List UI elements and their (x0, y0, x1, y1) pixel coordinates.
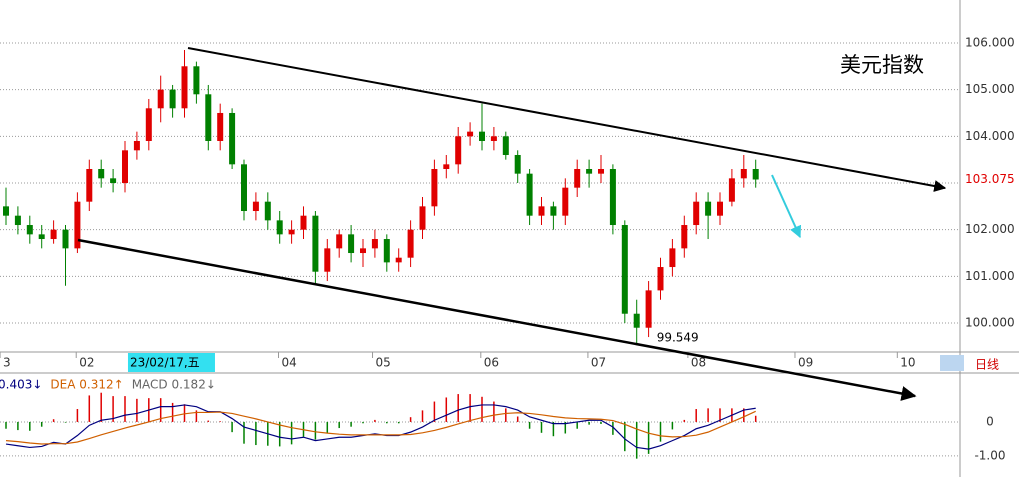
candle-body (312, 215, 319, 272)
candle-body (241, 164, 247, 212)
trend-line (77, 238, 917, 401)
candle-body (98, 168, 105, 179)
candle-body (181, 66, 188, 109)
candle-body (693, 201, 700, 226)
cursor-label-bg (127, 353, 215, 372)
candle-body (717, 201, 723, 216)
x-tick-label: 08 (691, 356, 706, 370)
candle-body (657, 267, 664, 291)
candle-body (300, 215, 307, 230)
candle-body (574, 168, 581, 188)
legend-entry: DEA 0.312↑ (50, 378, 123, 392)
candle-body (14, 215, 21, 226)
candle-body (383, 239, 390, 263)
candle-body (252, 201, 259, 212)
candle-body (157, 89, 164, 109)
x-tick-label: 3 (3, 356, 11, 370)
candle-body (62, 229, 69, 249)
x-tick-label: 10 (900, 356, 915, 370)
candle-body (431, 168, 438, 207)
candle-body (645, 290, 652, 328)
candle-body (38, 234, 45, 240)
candle-body (145, 108, 152, 141)
candle-body (74, 201, 81, 249)
candle-body (621, 225, 628, 314)
x-tick-label: 06 (484, 356, 499, 370)
candle-body (705, 201, 712, 216)
x-tick-label: 02 (79, 356, 94, 370)
period-label[interactable]: 日线 (975, 358, 999, 372)
candle-body (752, 168, 759, 180)
candle-body (467, 131, 474, 137)
candle-body (407, 229, 414, 258)
candle-body (586, 168, 593, 174)
candle-body (443, 164, 450, 169)
y-tick-label: 104.000 (965, 129, 1015, 143)
x-tick-label: 04 (282, 356, 297, 370)
candle-body (110, 178, 117, 184)
candle-body (502, 136, 509, 155)
candle-body (50, 229, 57, 240)
candle-body (669, 248, 676, 268)
candle-body (479, 131, 485, 141)
candle-body (348, 234, 355, 254)
candle-body (598, 168, 604, 174)
candle-body (288, 229, 295, 235)
x-tick-label: 07 (591, 356, 606, 370)
candle-body (133, 140, 140, 151)
legend-entry: 0.403↓ (0, 378, 42, 392)
y-tick-label: 102.000 (965, 222, 1015, 236)
candle-body (514, 154, 521, 174)
trend-line (187, 47, 947, 192)
macd-line (5, 404, 756, 450)
forecast-arrow (771, 174, 802, 239)
last-price-bg (962, 171, 1018, 188)
candle-body (276, 220, 283, 235)
candle-body (169, 89, 176, 109)
candle-body (3, 206, 9, 216)
candle-body (740, 168, 747, 179)
plot: 100.000101.000102.000103.000104.000105.0… (0, 35, 1018, 462)
candle-body (550, 206, 557, 216)
legend-entry: MACD 0.182↓ (132, 378, 216, 392)
candle-body (205, 94, 212, 141)
candle-body (336, 234, 343, 249)
candle-body (122, 150, 128, 184)
y-tick-label: 101.000 (965, 269, 1015, 283)
candle-body (229, 112, 236, 165)
candle-body (609, 168, 616, 226)
last-price-label: 103.075 (965, 172, 1015, 186)
candle-body (193, 66, 200, 95)
candle-body (371, 239, 378, 249)
candle-body (217, 112, 224, 141)
candle-body (538, 206, 545, 216)
candle-body (264, 201, 271, 221)
y-tick-label: 0 (986, 414, 994, 428)
low-label: 99.549 (657, 331, 699, 345)
cursor-label: 23/02/17,五 (130, 356, 200, 370)
y-tick-label: 106.000 (965, 35, 1015, 49)
candle-body (526, 173, 533, 216)
y-tick-label: -1.00 (974, 448, 1005, 462)
candle-body (728, 178, 735, 202)
candle-body (562, 187, 569, 216)
y-tick-label: 100.000 (965, 316, 1015, 330)
candle-body (26, 225, 33, 235)
candle-body (395, 257, 402, 263)
candle-body (86, 168, 93, 202)
candle-body (490, 136, 497, 141)
candle-body (633, 313, 640, 328)
candle-body (324, 248, 331, 272)
macd-line (5, 410, 756, 445)
candle-body (455, 136, 462, 165)
period-button[interactable] (940, 355, 964, 371)
x-tick-label: 05 (376, 356, 391, 370)
x-tick-label: 09 (798, 356, 813, 370)
candle-body (419, 206, 426, 230)
candle-body (360, 248, 366, 254)
candle-body (681, 225, 688, 249)
chart-title: 美元指数 (840, 53, 924, 77)
y-tick-label: 105.000 (965, 82, 1015, 96)
